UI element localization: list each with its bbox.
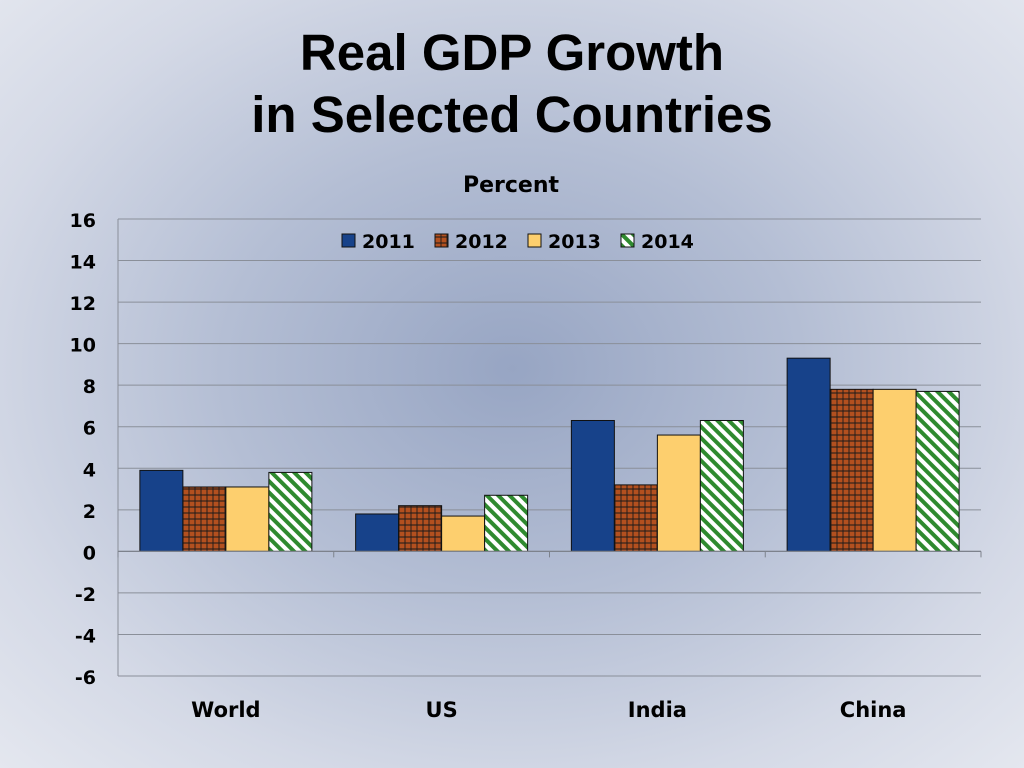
x-tick-label: China [840, 698, 907, 722]
bar-2013-india [656, 434, 701, 552]
legend-swatch-2013 [527, 233, 542, 248]
y-tick-label: 2 [83, 501, 96, 523]
y-tick-label: 12 [70, 293, 96, 315]
bar-2014-world [268, 471, 313, 552]
chart-title: Real GDP Growth in Selected Countries [0, 22, 1024, 146]
y-tick-label: 8 [83, 376, 96, 398]
bar-2011-world [139, 469, 184, 552]
bar-2011-china [786, 357, 831, 552]
y-tick-label: -2 [75, 584, 96, 606]
bars [139, 357, 960, 552]
bar-2011-india [570, 419, 615, 552]
legend-swatch-2014 [620, 233, 635, 248]
y-tick-label: -4 [75, 625, 96, 647]
chart-title-line1: Real GDP Growth [299, 24, 725, 81]
bar-2014-india [699, 419, 744, 552]
chart-title-line2: in Selected Countries [251, 86, 773, 143]
bar-2013-world [225, 486, 270, 552]
bar-2012-us [398, 505, 443, 552]
y-tick-label: 14 [70, 252, 96, 274]
x-tick-label: World [191, 698, 260, 722]
bar-2014-china [915, 390, 960, 552]
y-tick-label: 6 [83, 418, 96, 440]
y-tick-label: 10 [70, 335, 96, 357]
legend-swatch-2012 [434, 233, 449, 248]
y-tick-label: 0 [83, 542, 96, 564]
bar-2013-us [441, 515, 486, 552]
y-tick-label: 4 [83, 459, 96, 481]
legend-label-2011: 2011 [362, 231, 415, 253]
bar-2014-us [484, 494, 529, 552]
bar-2011-us [355, 513, 400, 552]
legend-label-2013: 2013 [548, 231, 601, 253]
legend-label-2012: 2012 [455, 231, 508, 253]
bar-2013-china [872, 388, 917, 552]
y-tick-label: 16 [70, 210, 96, 232]
x-tick-label: India [628, 698, 687, 722]
legend-label-2014: 2014 [641, 231, 694, 253]
y-axis-label: Percent [463, 173, 560, 198]
bar-2012-world [182, 486, 227, 552]
x-tick-label: US [426, 698, 458, 722]
y-tick-label: -6 [75, 667, 96, 689]
bar-2012-china [829, 388, 874, 552]
legend-swatch-2011 [341, 233, 356, 248]
bar-2012-india [613, 484, 658, 552]
legend: 2011 2012 2013 2014 [341, 231, 694, 253]
axes: 16 14 12 10 8 6 4 2 0 -2 -4 -6 World US India China [70, 210, 982, 722]
